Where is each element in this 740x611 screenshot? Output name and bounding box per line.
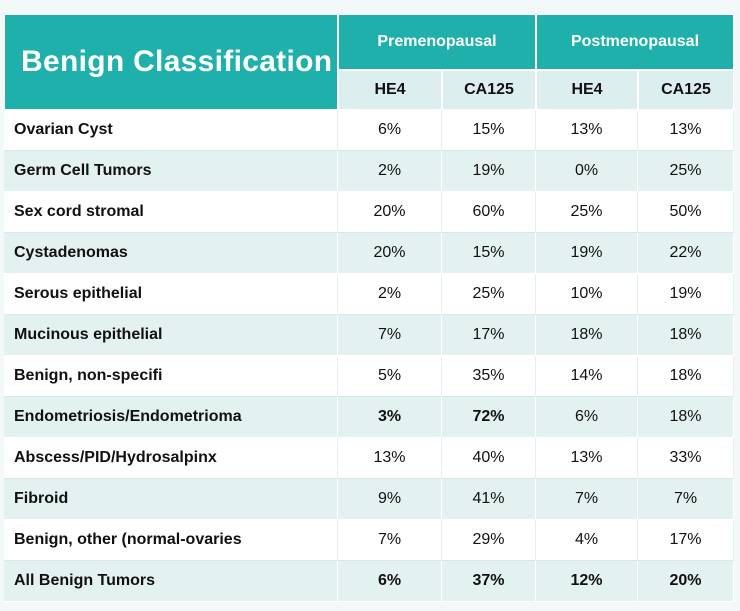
cell-pre-ca125: 35% xyxy=(442,356,536,397)
row-label: Sex cord stromal xyxy=(4,192,338,233)
cell-pre-ca125: 15% xyxy=(442,233,536,274)
cell-post-ca125: 7% xyxy=(638,479,734,520)
cell-post-ca125: 22% xyxy=(638,233,734,274)
cell-pre-ca125: 17% xyxy=(442,315,536,356)
cell-post-he4: 25% xyxy=(536,192,638,233)
cell-pre-ca125: 60% xyxy=(442,192,536,233)
cell-pre-he4: 5% xyxy=(338,356,442,397)
cell-pre-he4: 7% xyxy=(338,315,442,356)
cell-pre-he4: 20% xyxy=(338,233,442,274)
subheader-post-he4: HE4 xyxy=(536,70,638,110)
table-title: Benign Classification xyxy=(4,14,338,110)
cell-post-ca125: 13% xyxy=(638,110,734,151)
cell-post-he4: 13% xyxy=(536,438,638,479)
row-label: Mucinous epithelial xyxy=(4,315,338,356)
row-label: All Benign Tumors xyxy=(4,561,338,602)
cell-post-he4: 18% xyxy=(536,315,638,356)
group-header-premenopausal: Premenopausal xyxy=(338,14,536,70)
cell-post-he4: 19% xyxy=(536,233,638,274)
cell-post-he4: 4% xyxy=(536,520,638,561)
cell-post-ca125: 17% xyxy=(638,520,734,561)
cell-pre-he4: 2% xyxy=(338,274,442,315)
cell-pre-he4: 13% xyxy=(338,438,442,479)
cell-pre-he4: 3% xyxy=(338,397,442,438)
table-row: Germ Cell Tumors 2% 19% 0% 25% xyxy=(4,151,734,192)
table-row: Abscess/PID/Hydrosalpinx 13% 40% 13% 33% xyxy=(4,438,734,479)
cell-post-he4: 13% xyxy=(536,110,638,151)
cell-pre-he4: 6% xyxy=(338,110,442,151)
table-row: Mucinous epithelial 7% 17% 18% 18% xyxy=(4,315,734,356)
cell-pre-ca125: 37% xyxy=(442,561,536,602)
cell-post-ca125: 20% xyxy=(638,561,734,602)
table-row: Benign, other (normal-ovaries 7% 29% 4% 17% xyxy=(4,520,734,561)
cell-pre-ca125: 29% xyxy=(442,520,536,561)
table-row: Ovarian Cyst 6% 15% 13% 13% xyxy=(4,110,734,151)
row-label: Cystadenomas xyxy=(4,233,338,274)
row-label: Abscess/PID/Hydrosalpinx xyxy=(4,438,338,479)
table-container: Benign Classification Premenopausal Post… xyxy=(4,14,734,605)
row-label: Serous epithelial xyxy=(4,274,338,315)
cell-post-ca125: 50% xyxy=(638,192,734,233)
row-label: Benign, non-specifi xyxy=(4,356,338,397)
cell-pre-ca125: 19% xyxy=(442,151,536,192)
cell-pre-ca125: 25% xyxy=(442,274,536,315)
table-row: Benign, non-specifi 5% 35% 14% 18% xyxy=(4,356,734,397)
row-label: Endometriosis/Endometrioma xyxy=(4,397,338,438)
table-row: Cystadenomas 20% 15% 19% 22% xyxy=(4,233,734,274)
table-row: Endometriosis/Endometrioma 3% 72% 6% 18% xyxy=(4,397,734,438)
cell-pre-ca125: 40% xyxy=(442,438,536,479)
cell-post-ca125: 18% xyxy=(638,356,734,397)
row-label: Ovarian Cyst xyxy=(4,110,338,151)
cell-post-he4: 7% xyxy=(536,479,638,520)
group-header-postmenopausal: Postmenopausal xyxy=(536,14,734,70)
row-label: Germ Cell Tumors xyxy=(4,151,338,192)
cell-post-he4: 0% xyxy=(536,151,638,192)
subheader-pre-ca125: CA125 xyxy=(442,70,536,110)
cell-post-ca125: 25% xyxy=(638,151,734,192)
table-row: Serous epithelial 2% 25% 10% 19% xyxy=(4,274,734,315)
table-body: Ovarian Cyst 6% 15% 13% 13% Germ Cell Tumors 2… xyxy=(4,110,734,602)
subheader-pre-he4: HE4 xyxy=(338,70,442,110)
cell-post-he4: 14% xyxy=(536,356,638,397)
cell-post-ca125: 19% xyxy=(638,274,734,315)
cell-pre-ca125: 15% xyxy=(442,110,536,151)
table-row: Fibroid 9% 41% 7% 7% xyxy=(4,479,734,520)
cell-pre-he4: 20% xyxy=(338,192,442,233)
cell-pre-he4: 9% xyxy=(338,479,442,520)
cell-post-ca125: 18% xyxy=(638,315,734,356)
cell-post-ca125: 18% xyxy=(638,397,734,438)
table-row: All Benign Tumors 6% 37% 12% 20% xyxy=(4,561,734,602)
row-label: Fibroid xyxy=(4,479,338,520)
cell-pre-he4: 7% xyxy=(338,520,442,561)
subheader-post-ca125: CA125 xyxy=(638,70,734,110)
table-row: Sex cord stromal 20% 60% 25% 50% xyxy=(4,192,734,233)
cell-pre-ca125: 41% xyxy=(442,479,536,520)
cell-post-he4: 10% xyxy=(536,274,638,315)
cell-post-he4: 6% xyxy=(536,397,638,438)
cell-post-ca125: 33% xyxy=(638,438,734,479)
cell-pre-ca125: 72% xyxy=(442,397,536,438)
cell-post-he4: 12% xyxy=(536,561,638,602)
benign-classification-table: Benign Classification Premenopausal Post… xyxy=(4,14,734,602)
row-label: Benign, other (normal-ovaries xyxy=(4,520,338,561)
cell-pre-he4: 6% xyxy=(338,561,442,602)
cell-pre-he4: 2% xyxy=(338,151,442,192)
table-header: Benign Classification Premenopausal Post… xyxy=(4,14,734,110)
